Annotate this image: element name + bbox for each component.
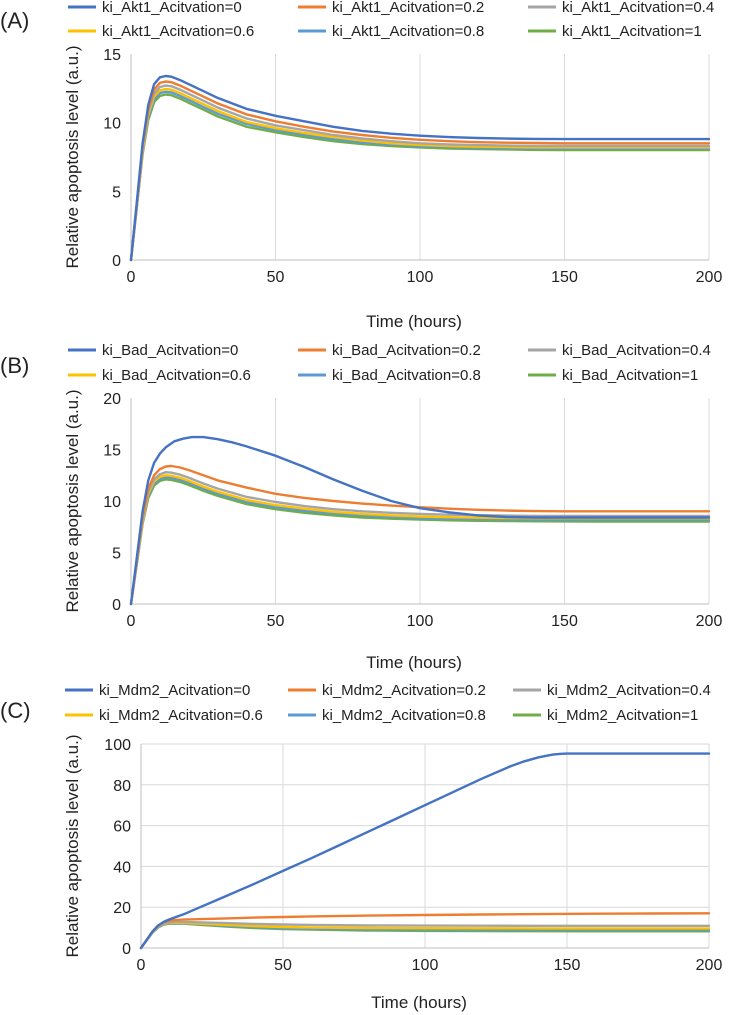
series-line — [139, 752, 711, 950]
legend-entry: ki_Bad_Acitvation=0.8 — [332, 367, 481, 384]
x-axis-title: Time (hours) — [371, 993, 467, 1012]
series-line — [129, 464, 711, 606]
y-tick-label: 20 — [103, 391, 121, 408]
x-tick-label: 150 — [551, 613, 578, 630]
y-axis-title: Relative apoptosis level (a.u.) — [63, 734, 82, 957]
x-tick-label: 200 — [696, 269, 723, 286]
y-tick-label: 80 — [113, 778, 131, 795]
series-line — [129, 93, 711, 262]
legend-entry: ki_Bad_Acitvation=1 — [562, 367, 698, 384]
x-tick-label: 150 — [554, 957, 581, 974]
series-line — [129, 476, 711, 606]
y-tick-label: 5 — [112, 184, 121, 201]
series-line — [129, 435, 711, 606]
chart-panel-a: (A) ki_Akt1_Acitvation=0 ki_Akt1_Acitvatio… — [0, 0, 722, 331]
series-line — [129, 87, 711, 262]
y-tick-label: 0 — [112, 253, 121, 270]
x-tick-label: 0 — [127, 613, 136, 630]
legend-entry: ki_Mdm2_Acitvation=0.6 — [99, 707, 263, 724]
panel-label: (B) — [0, 353, 29, 378]
legend-entry: ki_Akt1_Acitvation=0 — [102, 0, 242, 16]
y-tick-label: 15 — [103, 47, 121, 64]
series-line — [129, 90, 711, 262]
y-axis-title: Relative apoptosis level (a.u.) — [63, 45, 82, 268]
legend-entry: ki_Mdm2_Acitvation=0.2 — [322, 682, 486, 699]
legend-entry: ki_Bad_Acitvation=0.6 — [102, 367, 251, 384]
y-tick-label: 5 — [112, 546, 121, 563]
chart-panel-c: (C) ki_Mdm2_Acitvation=0 ki_Mdm2_Acitvatio… — [0, 682, 722, 1012]
y-tick-label: 10 — [103, 116, 121, 133]
y-tick-label: 0 — [122, 941, 131, 958]
x-tick-label: 200 — [696, 957, 723, 974]
legend-entry: ki_Akt1_Acitvation=0.2 — [332, 0, 484, 16]
series-line — [129, 84, 711, 262]
legend-entry: ki_Mdm2_Acitvation=0.4 — [547, 682, 711, 699]
series-line — [129, 80, 711, 262]
y-tick-label: 15 — [103, 443, 121, 460]
y-tick-label: 0 — [112, 597, 121, 614]
legend-entry: ki_Akt1_Acitvation=0.8 — [332, 23, 484, 40]
series-line — [129, 74, 711, 262]
chart-panel-b: (B) ki_Bad_Acitvation=0 ki_Bad_Acitvation=… — [0, 342, 722, 672]
x-tick-label: 50 — [267, 613, 285, 630]
x-tick-label: 50 — [274, 957, 292, 974]
x-axis-title: Time (hours) — [366, 653, 462, 672]
legend-entry: ki_Bad_Acitvation=0.4 — [562, 342, 711, 359]
x-tick-label: 0 — [137, 957, 146, 974]
x-axis-title: Time (hours) — [366, 312, 462, 331]
series-line — [129, 471, 711, 606]
x-tick-label: 150 — [551, 269, 578, 286]
series-line — [129, 478, 711, 606]
y-tick-label: 20 — [113, 900, 131, 917]
x-tick-label: 0 — [127, 269, 136, 286]
x-tick-label: 200 — [696, 613, 723, 630]
panel-label: (A) — [0, 8, 29, 33]
y-tick-label: 100 — [104, 737, 131, 754]
legend-entry: ki_Bad_Acitvation=0 — [102, 342, 238, 359]
x-tick-label: 100 — [412, 957, 439, 974]
legend-entry: ki_Akt1_Acitvation=0.4 — [562, 0, 714, 16]
legend-entry: ki_Mdm2_Acitvation=1 — [547, 707, 698, 724]
y-tick-label: 60 — [113, 819, 131, 836]
legend-entry: ki_Bad_Acitvation=0.2 — [332, 342, 481, 359]
legend-entry: ki_Mdm2_Acitvation=0 — [99, 682, 250, 699]
y-axis-title: Relative apoptosis level (a.u.) — [63, 389, 82, 612]
legend-entry: ki_Mdm2_Acitvation=0.8 — [322, 707, 486, 724]
panel-label: (C) — [0, 698, 31, 723]
x-tick-label: 50 — [267, 269, 285, 286]
y-tick-label: 40 — [113, 859, 131, 876]
legend-entry: ki_Akt1_Acitvation=0.6 — [102, 23, 254, 40]
x-tick-label: 100 — [407, 269, 434, 286]
legend-entry: ki_Akt1_Acitvation=1 — [562, 23, 702, 40]
x-tick-label: 100 — [407, 613, 434, 630]
y-tick-label: 10 — [103, 494, 121, 511]
